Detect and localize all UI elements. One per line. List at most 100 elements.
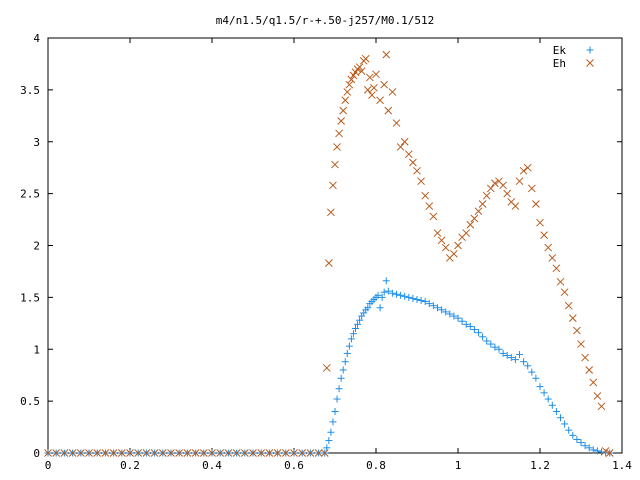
data-point-ek	[429, 302, 437, 310]
data-point-eh	[560, 288, 569, 297]
data-point-eh	[333, 143, 341, 151]
y-tick-label: 3	[33, 136, 40, 149]
data-point-eh	[503, 189, 512, 198]
data-point-eh	[552, 264, 561, 273]
y-tick-label: 2.5	[20, 188, 40, 201]
data-point-eh	[400, 137, 409, 146]
data-point-eh	[593, 392, 602, 400]
data-point-eh	[573, 326, 581, 335]
data-point-ek	[354, 320, 362, 328]
data-point-ek	[589, 446, 597, 454]
y-tick-label: 3.5	[20, 84, 40, 97]
x-tick-label: 1	[455, 459, 462, 472]
data-point-ek	[413, 295, 421, 303]
data-point-eh	[343, 88, 352, 96]
data-point-eh	[355, 63, 364, 71]
data-point-ek	[577, 439, 585, 447]
data-point-eh	[327, 208, 335, 217]
data-point-ek	[417, 296, 425, 304]
data-point-eh	[462, 229, 471, 237]
data-point-ek	[376, 304, 384, 312]
data-point-eh	[372, 70, 380, 79]
data-point-eh	[109, 449, 118, 457]
series-ek	[44, 277, 614, 457]
data-point-eh	[298, 449, 307, 457]
data-point-ek	[345, 342, 353, 350]
data-point-ek	[532, 374, 540, 382]
data-point-eh	[589, 378, 598, 387]
data-point-eh	[370, 83, 378, 92]
data-point-eh	[376, 96, 384, 105]
data-point-eh	[478, 200, 487, 208]
plot-area	[44, 50, 614, 457]
data-point-eh	[331, 160, 339, 169]
data-point-eh	[329, 181, 337, 190]
data-point-eh	[605, 449, 614, 457]
data-point-eh	[491, 179, 499, 188]
data-point-eh	[532, 200, 540, 208]
data-point-ek	[337, 374, 345, 382]
data-point-ek	[536, 383, 544, 391]
data-point-ek	[327, 428, 335, 436]
data-point-eh	[482, 191, 491, 200]
x-tick-label: 0.2	[120, 459, 140, 472]
data-point-eh	[281, 449, 290, 457]
data-point-ek	[347, 335, 355, 343]
data-point-eh	[486, 184, 495, 193]
data-point-eh	[380, 80, 389, 89]
data-point-eh	[101, 449, 110, 457]
data-point-eh	[347, 75, 356, 84]
data-point-ek	[331, 408, 339, 415]
data-point-eh	[337, 117, 346, 125]
data-point-eh	[421, 191, 430, 200]
data-point-eh	[175, 449, 184, 457]
data-point-eh	[466, 220, 475, 229]
data-point-eh	[322, 364, 331, 372]
data-point-ek	[548, 401, 556, 409]
data-point-eh	[540, 231, 548, 239]
y-tick-label: 1.5	[20, 291, 40, 304]
x-tick-label: 0.4	[202, 459, 222, 472]
data-point-eh	[577, 340, 585, 348]
data-point-eh	[60, 449, 69, 457]
data-point-eh	[85, 449, 93, 457]
data-point-ek	[442, 308, 450, 316]
data-point-ek	[384, 287, 392, 295]
data-point-ek	[401, 292, 409, 300]
data-point-eh	[324, 259, 333, 267]
data-point-ek	[446, 310, 454, 318]
data-point-ek	[393, 290, 400, 298]
legend-marker-eh	[586, 59, 594, 67]
data-point-ek	[421, 298, 429, 306]
data-point-eh	[339, 106, 348, 115]
data-point-eh	[199, 449, 208, 457]
data-point-eh	[527, 184, 536, 193]
data-point-ek	[503, 351, 511, 359]
data-point-eh	[361, 54, 370, 63]
chart-title: m4/n1.5/q1.5/r-+.50-j257/M0.1/512	[216, 14, 435, 27]
data-point-ek	[356, 316, 364, 324]
data-point-eh	[265, 449, 274, 457]
data-point-eh	[441, 243, 450, 252]
data-point-ek	[483, 337, 491, 345]
data-point-eh	[224, 449, 233, 457]
data-point-ek	[593, 447, 601, 455]
data-point-eh	[544, 243, 553, 252]
data-point-ek	[565, 426, 573, 434]
data-point-eh	[208, 449, 216, 457]
data-point-eh	[417, 177, 425, 186]
data-point-eh	[437, 236, 446, 245]
data-point-ek	[585, 444, 593, 452]
data-point-ek	[540, 389, 548, 397]
data-point-ek	[487, 340, 495, 348]
data-point-eh	[470, 214, 479, 223]
plot-frame	[47, 37, 623, 454]
data-point-ek	[475, 329, 482, 337]
data-point-eh	[357, 67, 366, 76]
data-point-eh	[93, 449, 102, 457]
data-point-eh	[158, 449, 167, 457]
x-tick-label: 1.2	[530, 459, 550, 472]
data-point-ek	[378, 293, 386, 301]
data-point-eh	[345, 80, 354, 89]
